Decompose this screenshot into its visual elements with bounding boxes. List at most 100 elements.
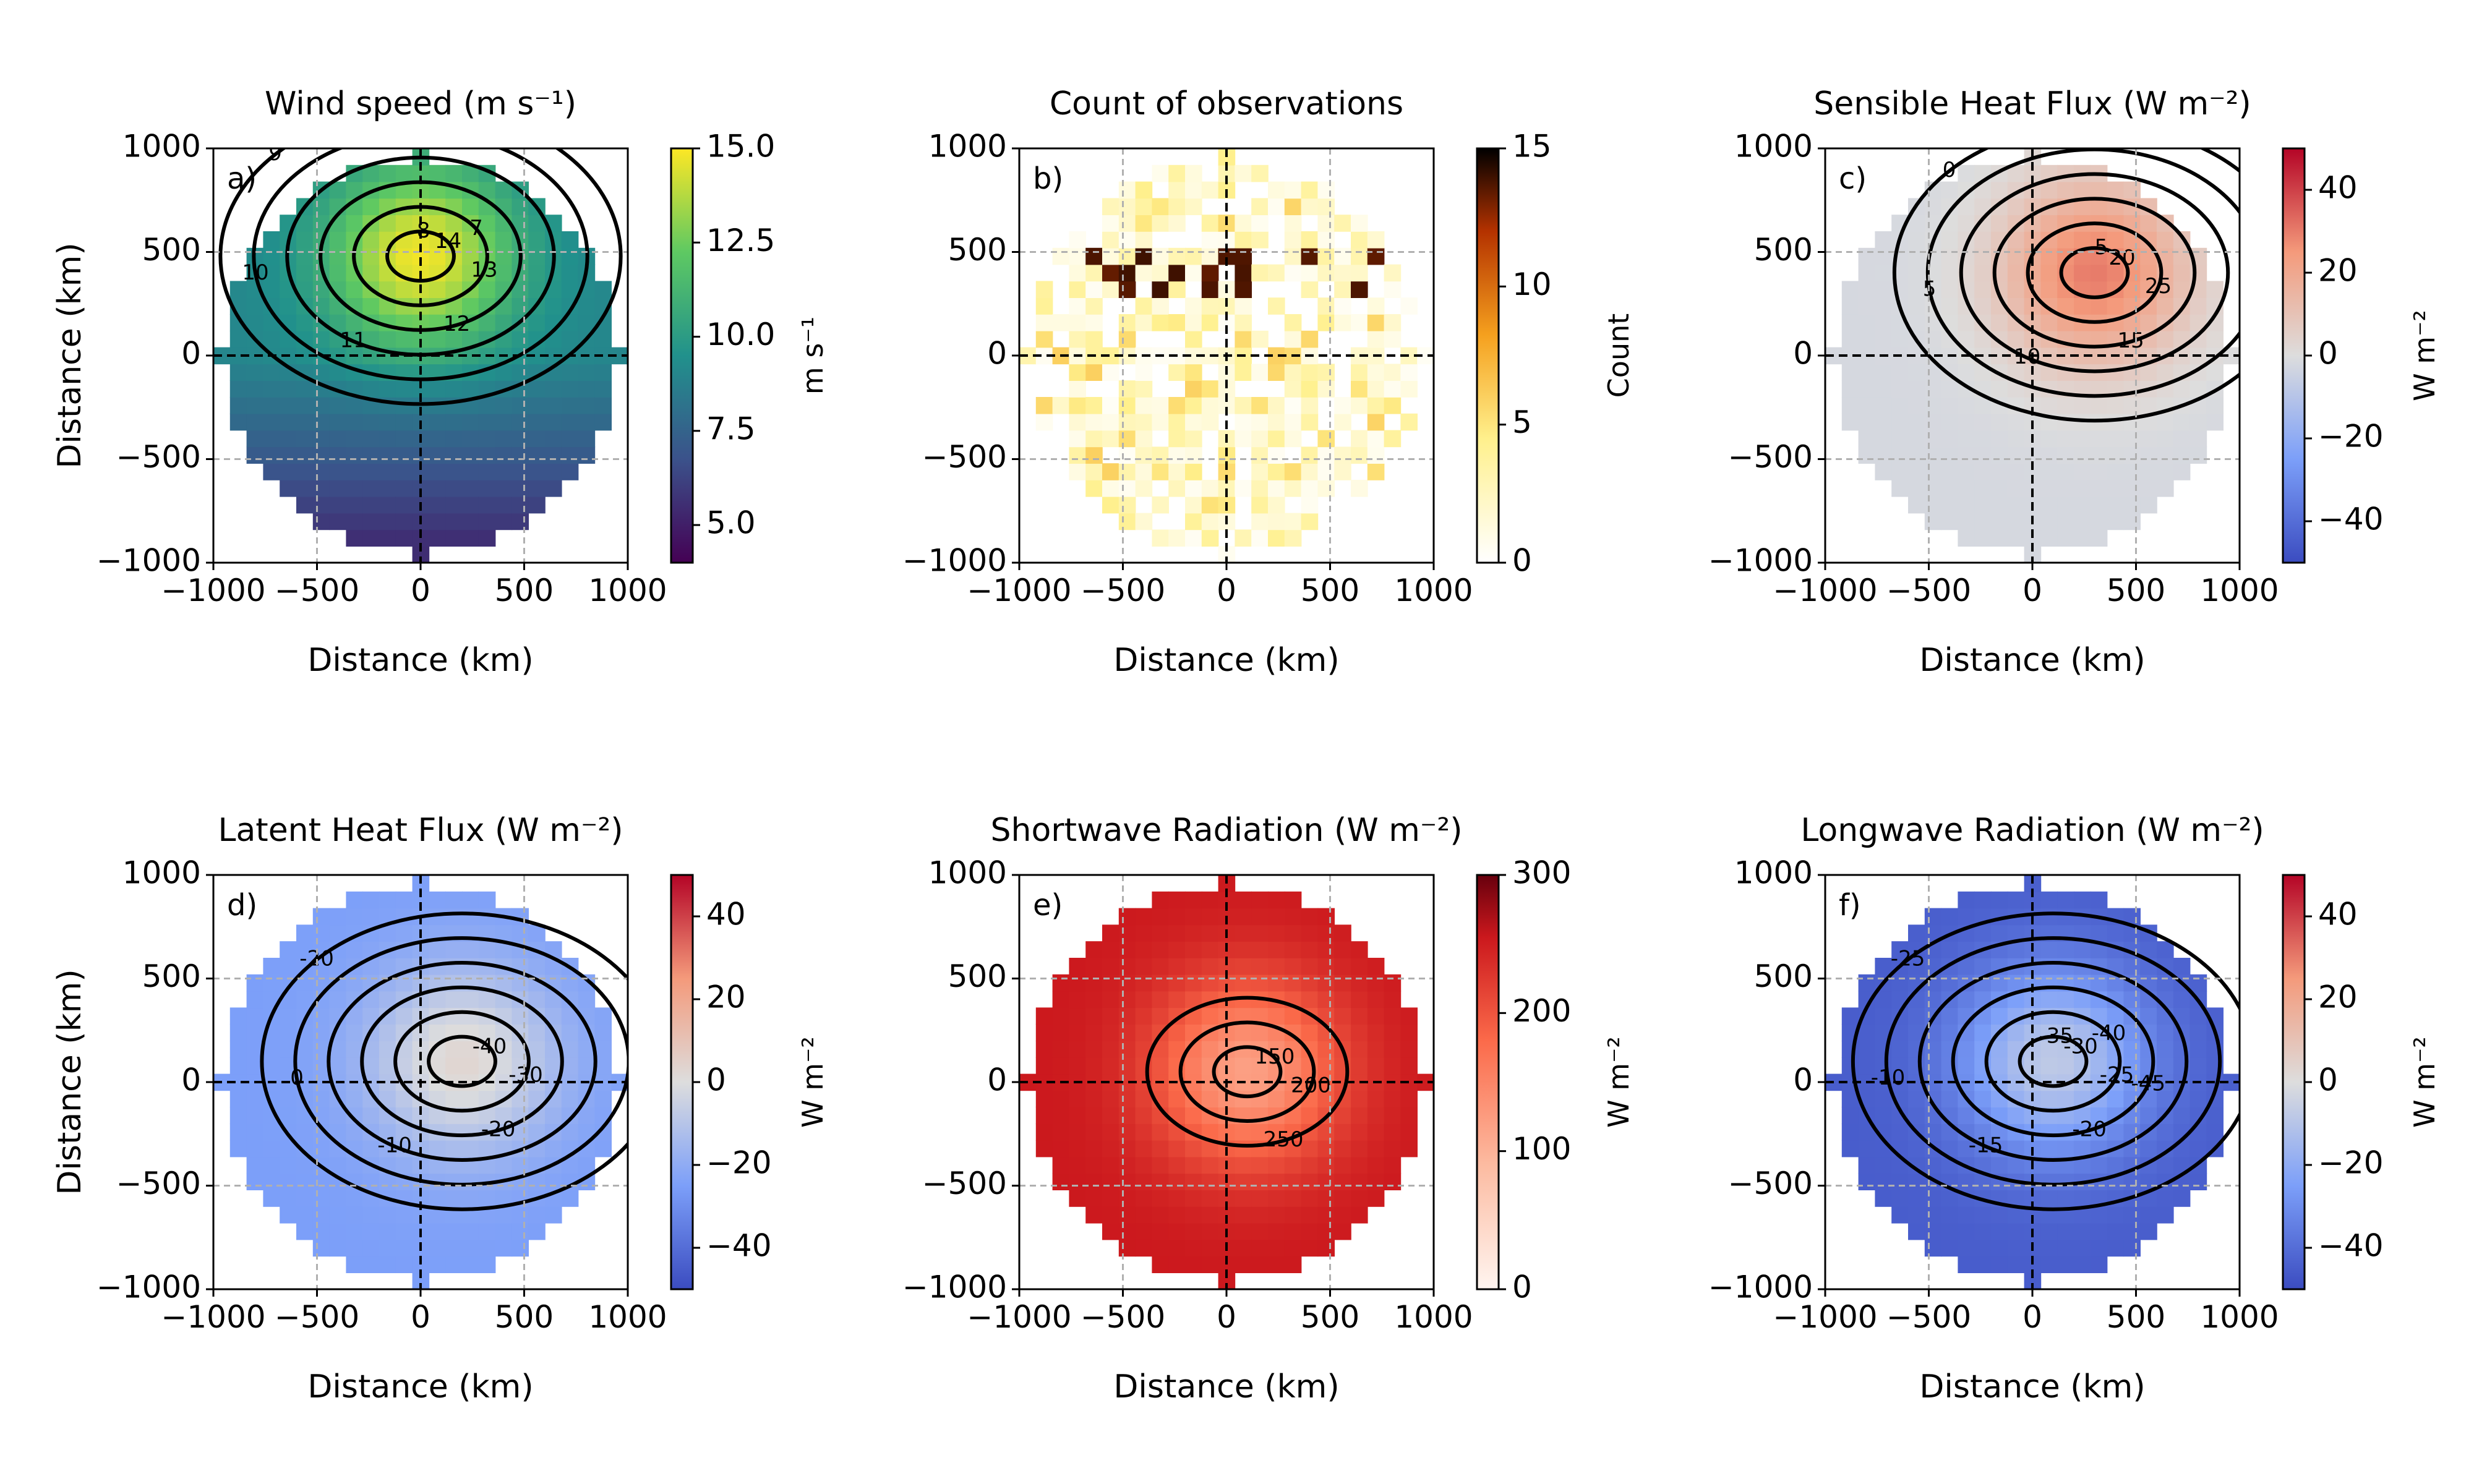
contour-label: 7: [469, 216, 483, 241]
heatmap-cell: [1168, 1156, 1186, 1174]
heatmap-cell: [445, 941, 463, 958]
heatmap-cell: [2007, 446, 2025, 464]
heatmap-cell: [462, 513, 479, 531]
heatmap-cell: [246, 314, 264, 331]
heatmap-cell: [1052, 247, 1070, 265]
heatmap-cell: [1958, 908, 1975, 926]
heatmap-cell: [1185, 924, 1202, 942]
heatmap-cell: [2057, 1173, 2074, 1190]
heatmap-cell: [1974, 891, 1992, 909]
contour-line: [1984, 1010, 2122, 1113]
heatmap-cell: [1201, 1156, 1219, 1174]
heatmap-cell: [1284, 247, 1302, 265]
heatmap-cell: [1400, 1124, 1418, 1141]
panel-d: -40-30-20-100-20−1000 −500 0 500 1000−1000−5…: [51, 812, 829, 1405]
heatmap-cell: [379, 991, 396, 1009]
heatmap-cell: [1118, 413, 1136, 431]
heatmap-cell: [1941, 908, 1959, 926]
heatmap-cell: [1185, 1107, 1202, 1124]
heatmap-cell: [1152, 413, 1169, 431]
heatmap-cell: [1317, 430, 1335, 448]
heatmap-cell: [1367, 297, 1385, 315]
heatmap-cell: [1875, 247, 1892, 265]
heatmap-cell: [1135, 463, 1153, 480]
heatmap-cell: [379, 1256, 396, 1273]
heatmap-cell: [1908, 924, 1925, 942]
heatmap-cell: [1102, 430, 1119, 448]
heatmap-cell: [561, 1190, 579, 1207]
heatmap-cell: [1235, 480, 1252, 497]
heatmap-cell: [246, 1024, 264, 1041]
heatmap-cell: [312, 1206, 330, 1224]
heatmap-cell: [1908, 364, 1925, 381]
heatmap-cell: [2107, 1206, 2125, 1224]
heatmap-cell: [1317, 1173, 1335, 1190]
heatmap-cell: [2123, 1024, 2141, 1041]
heatmap-cell: [2040, 430, 2058, 448]
heatmap-cell: [296, 247, 314, 265]
heatmap-cell: [395, 974, 413, 992]
heatmap-cell: [2123, 430, 2141, 448]
colorbar-label: W m⁻²: [1602, 1036, 1635, 1128]
heatmap-cell: [445, 513, 463, 531]
heatmap-cell: [395, 891, 413, 909]
heatmap-cell: [246, 974, 264, 992]
heatmap-cell: [1085, 480, 1103, 497]
heatmap-cell: [1052, 314, 1070, 331]
heatmap-cell: [280, 1090, 297, 1107]
heatmap-cell: [445, 1090, 463, 1107]
heatmap-cell: [2007, 974, 2025, 992]
heatmap-cell: [462, 430, 479, 448]
heatmap-cell: [478, 1222, 496, 1240]
heatmap-cell: [1858, 314, 1876, 331]
contour-label: -30: [2063, 1034, 2098, 1059]
heatmap-cell: [1102, 1190, 1119, 1207]
contours: 2025151050-5: [1892, 148, 2240, 423]
heatmap-cell: [2040, 529, 2058, 547]
heatmap-cell: [362, 413, 380, 431]
heatmap-cell: [1958, 1239, 1975, 1257]
heatmap-cell: [229, 1107, 247, 1124]
heatmap-cell: [1334, 941, 1351, 958]
heatmap-cell: [2040, 1173, 2058, 1190]
heatmap-cell: [1069, 1173, 1086, 1190]
heatmap-cell: [478, 529, 496, 547]
heatmap-cell: [263, 281, 280, 298]
heatmap-cell: [1958, 1140, 1975, 1158]
heatmap-cell: [1367, 974, 1385, 992]
heatmap-cell: [2140, 364, 2157, 381]
heatmap-cell: [229, 364, 247, 381]
heatmap-cell: [1268, 513, 1285, 531]
heatmap-cell: [1118, 480, 1136, 497]
heatmap-cell: [1235, 397, 1252, 414]
heatmap-cell: [2074, 891, 2091, 909]
heatmap-cell: [2189, 1140, 2207, 1158]
heatmap-cell: [1284, 529, 1302, 547]
colorbar-tick-label: 0: [2318, 336, 2338, 372]
heatmap-cell: [346, 446, 363, 464]
heatmap-cell: [1891, 1057, 1909, 1075]
heatmap-cell: [1924, 1206, 1942, 1224]
heatmap-cell: [312, 1222, 330, 1240]
heatmap-cell: [1875, 1007, 1892, 1025]
heatmap-cell: [1974, 1090, 1992, 1107]
heatmap-cell: [1301, 908, 1319, 926]
heatmap-cell: [561, 1090, 579, 1107]
heatmap-cell: [1284, 380, 1302, 398]
heatmap-cell: [2173, 446, 2191, 464]
heatmap-cell: [561, 463, 579, 480]
heatmap-cell: [1284, 1239, 1302, 1257]
heatmap-cell: [1135, 480, 1153, 497]
heatmap-cell: [1085, 1173, 1103, 1190]
heatmap-cell: [1317, 941, 1335, 958]
y-tick-label: −500: [116, 1166, 201, 1201]
heatmap-cell: [1118, 1007, 1136, 1025]
heatmap-cell: [1991, 1256, 2008, 1273]
y-tick-label: 500: [948, 232, 1007, 268]
heatmap-cell: [1908, 1173, 1925, 1190]
heatmap-cell: [263, 314, 280, 331]
heatmap-cell: [1301, 513, 1319, 531]
heatmap-cell: [1908, 446, 1925, 464]
contours: -30-25-20-15-10-25-35 -40-45: [1851, 911, 2240, 1211]
